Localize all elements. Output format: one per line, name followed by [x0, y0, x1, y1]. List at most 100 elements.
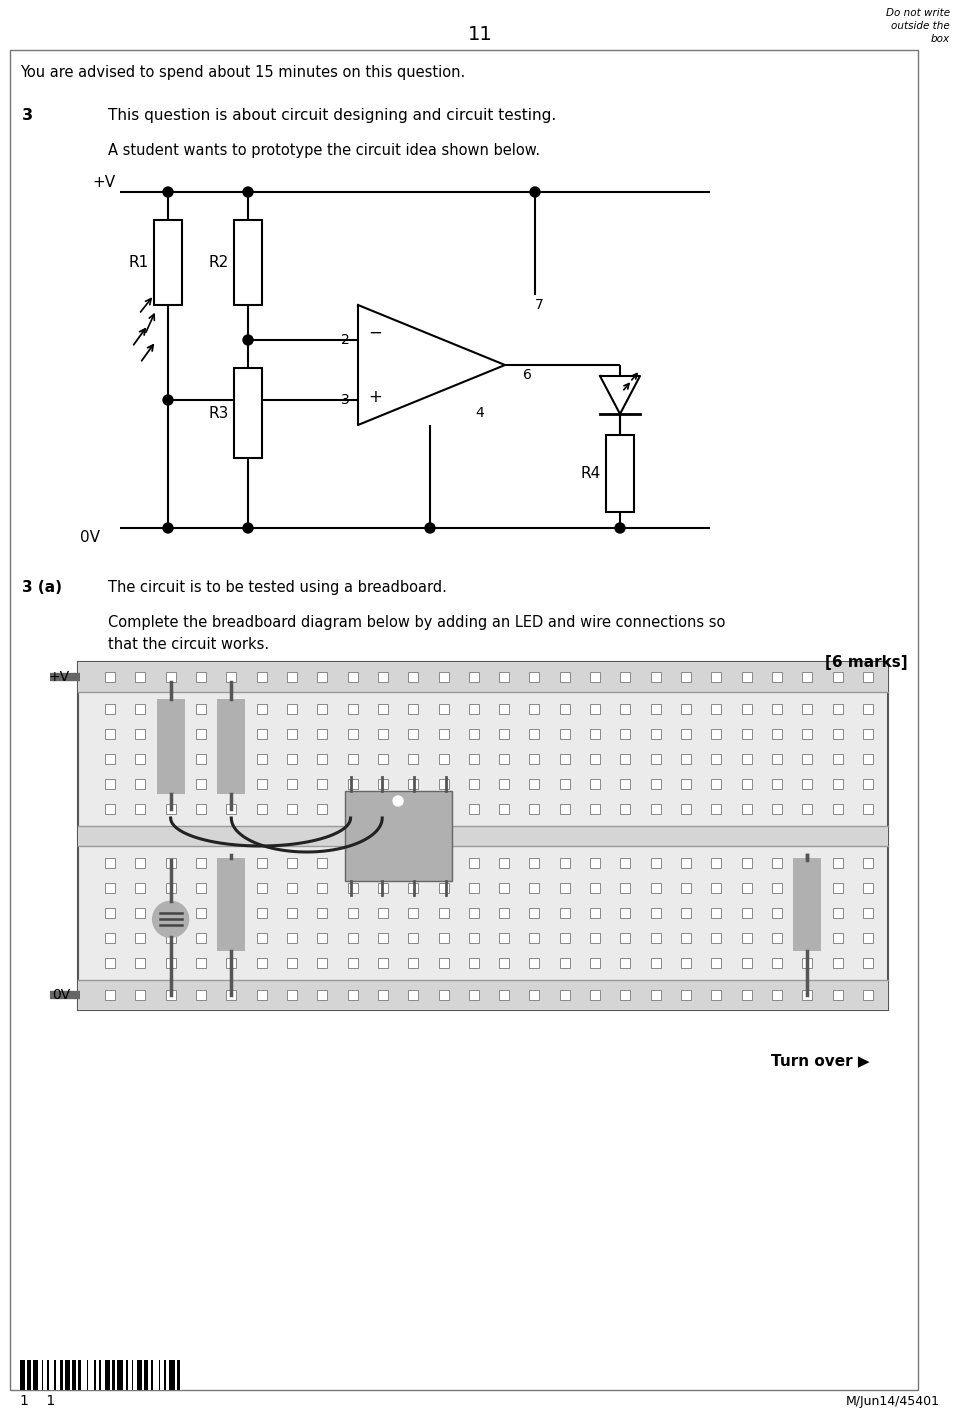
Bar — [348, 908, 357, 918]
Polygon shape — [600, 377, 640, 413]
Bar — [105, 959, 115, 969]
Bar — [560, 729, 570, 739]
Bar — [590, 729, 600, 739]
Bar — [803, 729, 812, 739]
Bar — [177, 1359, 180, 1391]
Bar — [803, 753, 812, 765]
Bar — [105, 858, 115, 868]
Bar — [96, 1359, 99, 1391]
Bar — [166, 959, 176, 969]
Bar — [439, 933, 448, 943]
Bar — [154, 1359, 158, 1391]
Bar — [105, 673, 115, 683]
Text: R4: R4 — [581, 466, 601, 481]
Bar — [196, 858, 206, 868]
Bar — [317, 933, 327, 943]
Bar — [606, 435, 634, 513]
Bar — [196, 908, 206, 918]
Bar — [772, 990, 782, 1000]
Bar — [711, 753, 721, 765]
Bar — [742, 704, 752, 714]
Bar — [317, 673, 327, 683]
Bar — [772, 882, 782, 893]
Bar — [287, 882, 297, 893]
Bar — [681, 908, 691, 918]
Bar — [227, 673, 236, 683]
Bar — [803, 882, 812, 893]
Bar — [832, 729, 843, 739]
Bar — [144, 1359, 148, 1391]
Bar — [408, 990, 419, 1000]
Bar — [530, 959, 540, 969]
Text: Complete the breadboard diagram below by adding an LED and wire connections so
t: Complete the breadboard diagram below by… — [108, 615, 726, 653]
Bar — [115, 1359, 117, 1391]
Bar — [63, 1359, 65, 1391]
Bar — [590, 704, 600, 714]
Bar — [378, 704, 388, 714]
Bar — [287, 673, 297, 683]
Bar — [133, 1359, 137, 1391]
Circle shape — [243, 523, 253, 532]
Bar — [152, 1359, 154, 1391]
Bar — [196, 882, 206, 893]
Bar — [530, 753, 540, 765]
Bar — [468, 908, 479, 918]
Bar — [772, 959, 782, 969]
Text: Turn over ▶: Turn over ▶ — [772, 1054, 870, 1068]
Bar — [530, 858, 540, 868]
Bar — [256, 673, 267, 683]
Bar — [499, 804, 509, 814]
Text: +V: +V — [49, 670, 70, 684]
Bar — [72, 1359, 76, 1391]
Bar — [117, 1359, 123, 1391]
Bar — [832, 908, 843, 918]
Bar — [196, 959, 206, 969]
Bar — [560, 908, 570, 918]
Bar — [711, 959, 721, 969]
Bar — [348, 858, 357, 868]
Bar — [620, 882, 631, 893]
Bar — [863, 729, 873, 739]
Bar — [620, 729, 631, 739]
Bar — [105, 753, 115, 765]
Bar — [135, 673, 145, 683]
Bar — [317, 990, 327, 1000]
Bar — [560, 673, 570, 683]
Bar — [196, 729, 206, 739]
Bar — [863, 673, 873, 683]
Bar — [681, 753, 691, 765]
Bar — [287, 858, 297, 868]
Bar — [408, 908, 419, 918]
Bar — [590, 779, 600, 789]
Bar — [287, 933, 297, 943]
Bar — [76, 1359, 78, 1391]
Bar — [227, 933, 236, 943]
Bar — [94, 1359, 96, 1391]
Bar — [256, 990, 267, 1000]
Bar — [317, 729, 327, 739]
Bar — [135, 753, 145, 765]
Bar — [530, 804, 540, 814]
Bar — [196, 704, 206, 714]
Bar — [620, 933, 631, 943]
Bar — [863, 933, 873, 943]
Bar — [111, 1359, 115, 1391]
Text: +V: +V — [93, 176, 116, 190]
Bar — [468, 990, 479, 1000]
Bar — [25, 1359, 27, 1391]
Bar — [70, 1359, 72, 1391]
Bar — [408, 729, 419, 739]
Bar — [105, 882, 115, 893]
Bar — [317, 804, 327, 814]
Bar — [468, 729, 479, 739]
Bar — [439, 753, 448, 765]
Bar — [468, 858, 479, 868]
Bar — [56, 1359, 60, 1391]
Bar — [169, 1359, 175, 1391]
Bar — [110, 1359, 111, 1391]
Bar — [651, 753, 660, 765]
Bar — [408, 704, 419, 714]
Bar — [468, 673, 479, 683]
Bar — [560, 933, 570, 943]
Bar — [287, 804, 297, 814]
